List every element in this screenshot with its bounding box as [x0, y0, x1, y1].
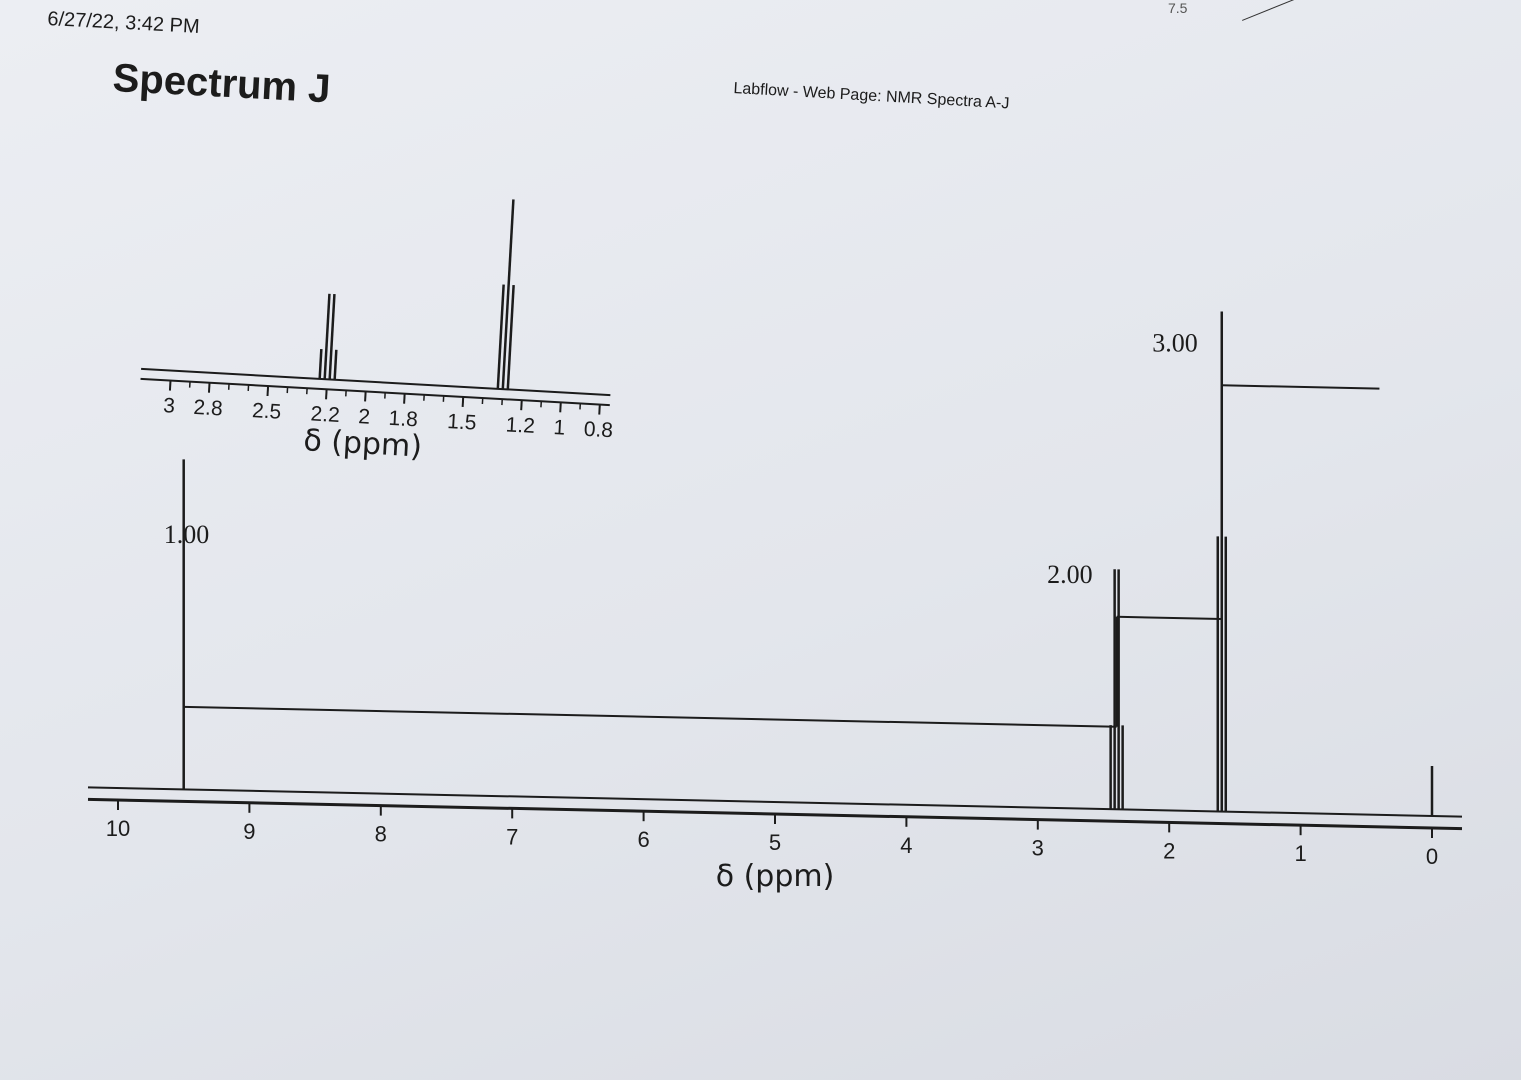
- inset-x-tick: [461, 396, 465, 407]
- inset-peak-line: [318, 348, 323, 379]
- inset-x-tick-label: 2.5: [251, 399, 281, 424]
- main-x-tick-label: 4: [900, 833, 912, 858]
- integration-segment: [183, 705, 1117, 728]
- inset-baseline: [141, 367, 611, 397]
- main-x-tick-label: 6: [637, 827, 649, 852]
- main-baseline: [87, 786, 1463, 818]
- main-x-tick-label: 10: [106, 816, 130, 841]
- inset-x-tick-label: 3: [163, 394, 176, 418]
- main-x-tick-label: 0: [1426, 844, 1438, 869]
- inset-x-tick: [598, 404, 601, 415]
- inset-x-tick: [207, 382, 211, 393]
- integration-label: 3.00: [1152, 328, 1198, 357]
- main-x-tick-label: 3: [1032, 836, 1044, 861]
- main-x-tick-label: 2: [1163, 838, 1175, 863]
- inset-x-tick-label: 2.8: [193, 396, 223, 421]
- inset-x-tick-label: 2.2: [310, 402, 340, 427]
- inset-x-tick-label: 0.8: [583, 418, 613, 443]
- inset-x-tick-label: 2: [358, 405, 371, 429]
- corner-note: 7.5: [1168, 0, 1188, 16]
- inset-x-tick: [266, 385, 270, 397]
- inset-x-axis: [140, 377, 610, 407]
- inset-x-tick: [325, 389, 328, 400]
- inset-peak-line: [328, 294, 336, 380]
- inset-x-tick: [168, 380, 172, 391]
- inset-x-tick: [559, 402, 562, 413]
- main-spectrum: 10 9 8 7 6 5 4 3 2 1 0δ (ppm)1.002.003.00: [87, 311, 1463, 894]
- integration-segment: [1221, 384, 1380, 390]
- inset-x-tick-label: 1.2: [505, 413, 535, 438]
- inset-x-tick: [403, 393, 406, 404]
- main-x-tick-label: 5: [769, 830, 781, 855]
- integration-label: 1.00: [164, 520, 210, 549]
- inset-x-axis-title: δ (ppm): [303, 423, 423, 465]
- inset-x-tick-label: 1.8: [388, 407, 418, 432]
- integration-segment: [1116, 615, 1222, 621]
- inset-x-tick: [520, 400, 523, 411]
- main-x-tick-label: 7: [506, 824, 518, 849]
- inset-peak-line: [506, 284, 515, 390]
- inset-peak-line: [333, 349, 338, 380]
- inset-x-tick-label: 1: [553, 416, 566, 440]
- inset-spectrum: 3 2.8 2.5 2.2 2 1.8 1.5 1.2 1 0.8 δ (ppm): [140, 199, 614, 465]
- main-x-tick-label: 1: [1294, 841, 1306, 866]
- main-x-tick-label: 8: [375, 822, 387, 847]
- integration-label: 2.00: [1047, 560, 1093, 589]
- inset-x-tick: [364, 391, 367, 402]
- main-x-axis-title: δ (ppm): [716, 859, 835, 894]
- inset-peak-line: [496, 284, 505, 389]
- inset-peak-line: [501, 199, 515, 390]
- inset-x-tick-label: 1.5: [447, 410, 477, 435]
- main-x-tick-label: 9: [243, 819, 255, 844]
- inset-peak-line: [323, 293, 331, 380]
